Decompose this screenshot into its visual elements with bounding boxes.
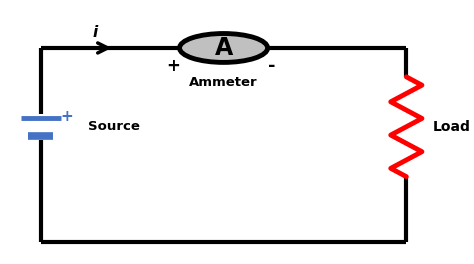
Text: +: + — [60, 109, 73, 124]
Text: -: - — [268, 57, 276, 75]
Text: Source: Source — [88, 120, 139, 133]
Text: +: + — [166, 57, 180, 75]
Text: Ammeter: Ammeter — [189, 76, 258, 89]
Text: i: i — [93, 25, 98, 40]
Ellipse shape — [180, 34, 268, 62]
Text: Load: Load — [433, 120, 471, 134]
Text: A: A — [214, 36, 233, 60]
